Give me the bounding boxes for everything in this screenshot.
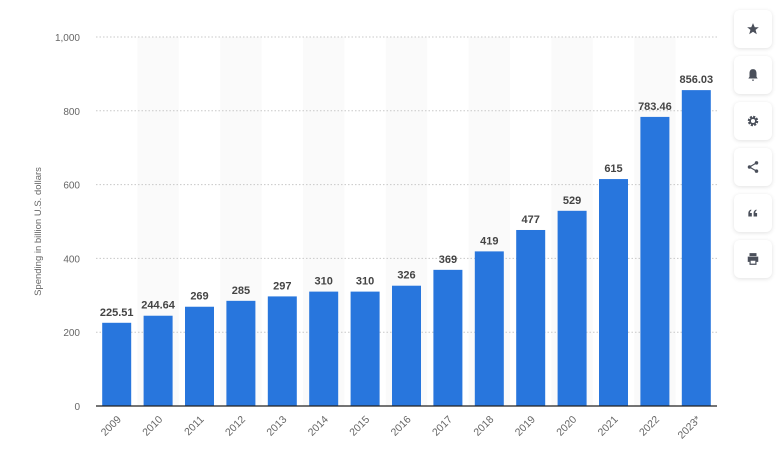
bar bbox=[557, 210, 587, 406]
bar bbox=[226, 300, 256, 406]
x-tick-label: 2014 bbox=[306, 414, 331, 439]
cite-button[interactable] bbox=[734, 194, 772, 232]
x-tick-label: 2022 bbox=[637, 414, 662, 439]
y-tick-label: 600 bbox=[63, 181, 80, 192]
x-tick-label: 2011 bbox=[182, 414, 207, 439]
data-label: 285 bbox=[232, 285, 250, 297]
favorite-button[interactable] bbox=[734, 10, 772, 48]
data-label: 310 bbox=[315, 276, 333, 288]
data-label: 326 bbox=[397, 270, 415, 282]
notification-button[interactable] bbox=[734, 56, 772, 94]
y-tick-label: 400 bbox=[63, 254, 80, 265]
y-tick-label: 200 bbox=[63, 328, 80, 339]
y-axis-label: Spending in billion U.S. dollars bbox=[33, 167, 44, 296]
bar bbox=[433, 269, 463, 406]
bar bbox=[474, 251, 504, 406]
settings-button[interactable] bbox=[734, 102, 772, 140]
data-label: 310 bbox=[356, 276, 374, 288]
bar bbox=[185, 306, 214, 406]
bar bbox=[392, 285, 421, 406]
y-tick-label: 0 bbox=[74, 402, 80, 413]
data-label: 856.03 bbox=[679, 74, 713, 86]
star-icon bbox=[747, 23, 759, 35]
x-tick-label: 2009 bbox=[99, 414, 124, 439]
share-icon bbox=[747, 161, 759, 173]
bar bbox=[102, 322, 132, 406]
data-label: 225.51 bbox=[100, 307, 134, 319]
bar bbox=[267, 296, 297, 406]
print-button[interactable] bbox=[734, 240, 772, 278]
data-label: 244.64 bbox=[141, 300, 176, 312]
bar bbox=[599, 179, 628, 406]
share-button[interactable] bbox=[734, 148, 772, 186]
quote-icon bbox=[748, 209, 758, 217]
data-label: 783.46 bbox=[638, 101, 672, 113]
x-tick-label: 2021 bbox=[596, 414, 621, 439]
bar bbox=[350, 291, 380, 406]
y-tick-label: 1,000 bbox=[55, 33, 80, 44]
x-tick-label: 2012 bbox=[223, 414, 248, 439]
x-tick-label: 2017 bbox=[430, 414, 455, 439]
x-tick-label: 2019 bbox=[513, 414, 538, 439]
x-tick-label: 2023* bbox=[676, 414, 704, 442]
bar bbox=[516, 229, 546, 406]
data-label: 529 bbox=[563, 195, 581, 207]
data-label: 269 bbox=[190, 291, 208, 303]
x-tick-label: 2013 bbox=[264, 414, 289, 439]
data-label: 615 bbox=[604, 163, 622, 175]
x-tick-label: 2015 bbox=[347, 414, 372, 439]
bar bbox=[309, 291, 339, 406]
x-tick-label: 2010 bbox=[140, 414, 165, 439]
gear-icon bbox=[747, 115, 759, 127]
bar bbox=[681, 90, 711, 406]
data-label: 297 bbox=[273, 280, 291, 292]
bell-icon bbox=[748, 69, 758, 81]
data-label: 369 bbox=[439, 254, 457, 266]
bar bbox=[143, 315, 173, 406]
bar-chart: 0 200 400 600 800 1,000 Spending in billion U.… bbox=[33, 33, 717, 442]
x-tick-label: 2020 bbox=[554, 414, 579, 439]
x-tick-label: 2016 bbox=[389, 414, 414, 439]
y-tick-label: 800 bbox=[63, 107, 80, 118]
x-tick-label: 2018 bbox=[471, 414, 496, 439]
print-icon bbox=[747, 253, 759, 265]
data-label: 477 bbox=[522, 214, 540, 226]
data-label: 419 bbox=[480, 235, 498, 247]
bar bbox=[640, 116, 670, 406]
